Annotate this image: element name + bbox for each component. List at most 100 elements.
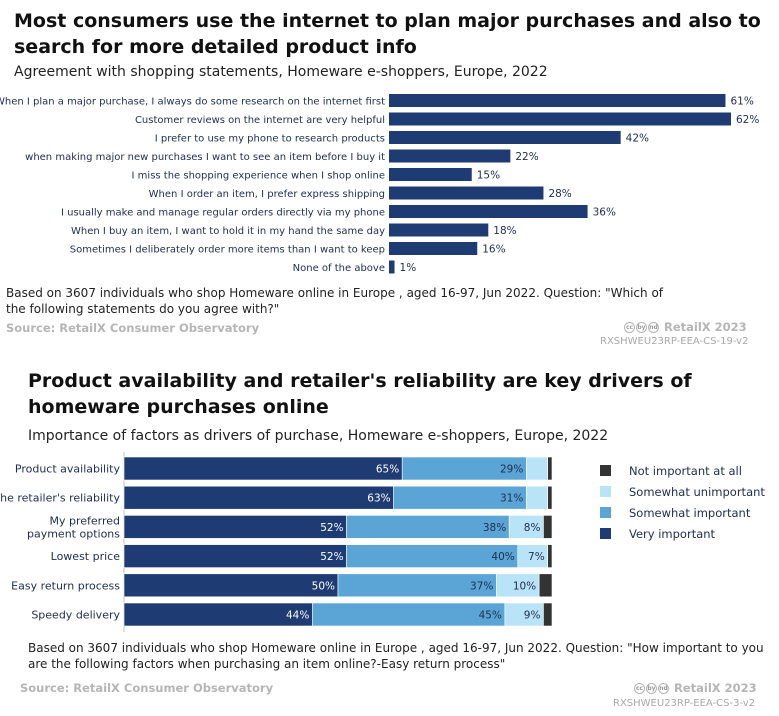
category-label: I prefer to use my phone to research pro… xyxy=(155,134,385,145)
bar-segment xyxy=(526,456,549,481)
legend-swatch xyxy=(600,507,611,518)
bar-segment xyxy=(123,602,313,627)
chart2-plot: Product availability 65% 29% The retailer's… xyxy=(0,452,553,632)
legend-label: Somewhat important xyxy=(629,505,751,520)
category-label: I miss the shopping experience when I sh… xyxy=(132,171,385,182)
category-label: My preferred payment options xyxy=(27,514,120,540)
bar-segment xyxy=(547,456,553,481)
category-label: When I order an item, I prefer express s… xyxy=(149,189,385,200)
bar xyxy=(389,131,621,144)
chart1-plot: When I plan a major purchase, I always d… xyxy=(0,94,759,274)
category-label: Product availability xyxy=(15,463,121,476)
segment-label: 52% xyxy=(320,551,343,563)
bar xyxy=(389,149,511,163)
segment-label: 50% xyxy=(312,580,335,592)
category-label: I usually make and manage regular orders… xyxy=(61,208,385,219)
bar-segment xyxy=(547,485,553,510)
bar xyxy=(389,223,489,237)
category-label: When I buy an item, I want to hold it in… xyxy=(71,226,385,237)
bar xyxy=(389,205,588,218)
segment-label: 8% xyxy=(524,522,541,534)
chart2-brand: cc by nd RetailX 2023 xyxy=(634,681,757,695)
chart2-legend: Not important at all Somewhat unimportant… xyxy=(600,460,775,544)
bar xyxy=(389,168,472,181)
segment-label: 29% xyxy=(500,464,523,476)
cc-icon: cc xyxy=(624,321,635,333)
value-label: 42% xyxy=(626,133,649,145)
category-label: Lowest price xyxy=(51,550,121,563)
chart1-note: Based on 3607 individuals who shop Homew… xyxy=(6,286,664,316)
chart2-title: Product availability and retailer's reli… xyxy=(28,370,692,418)
nd-icon: nd xyxy=(648,321,659,333)
brand-label: RetailX 2023 xyxy=(664,320,747,334)
segment-label: 10% xyxy=(513,580,536,592)
bar-segment xyxy=(526,485,549,510)
legend-swatch xyxy=(600,486,611,497)
segment-label: 52% xyxy=(320,522,343,534)
category-label: The retailer's reliability xyxy=(0,492,120,505)
chart2-source: Source: RetailX Consumer Observatory xyxy=(20,681,274,695)
value-label: 36% xyxy=(593,207,616,219)
chart1-subtitle: Agreement with shopping statements, Home… xyxy=(14,64,548,80)
category-label: None of the above xyxy=(293,263,385,274)
creative-commons-icon: cc by nd xyxy=(634,682,669,694)
value-label: 1% xyxy=(400,262,417,274)
bar-segment xyxy=(123,485,394,510)
segment-label: 65% xyxy=(376,464,399,476)
brand-label: RetailX 2023 xyxy=(674,681,757,695)
value-label: 18% xyxy=(493,225,516,237)
segment-label: 63% xyxy=(367,493,390,505)
chart2-code: RXSHWEU23RP-EEA-CS-3-v2 xyxy=(613,698,756,709)
category-label: When I plan a major purchase, I always d… xyxy=(0,97,385,108)
segment-label: 40% xyxy=(491,551,514,563)
legend-item: Somewhat unimportant xyxy=(600,481,775,502)
cc-icon: cc xyxy=(634,682,645,694)
bar-segment xyxy=(123,515,347,539)
by-icon: by xyxy=(636,321,647,333)
category-label: Customer reviews on the internet are ver… xyxy=(135,115,385,126)
bar-segment xyxy=(543,602,553,627)
bar xyxy=(389,260,395,274)
bar xyxy=(389,112,731,126)
value-label: 16% xyxy=(482,244,505,256)
bar xyxy=(389,94,726,107)
nd-icon: nd xyxy=(658,682,669,694)
bar-segment xyxy=(123,544,347,568)
chart2-subtitle: Importance of factors as drivers of purc… xyxy=(28,428,609,444)
value-label: 15% xyxy=(477,170,500,182)
chart2-note: Based on 3607 individuals who shop Homew… xyxy=(28,641,764,671)
bar-segment xyxy=(123,456,403,481)
legend-swatch xyxy=(600,528,611,539)
value-label: 22% xyxy=(515,151,538,163)
bar-segment xyxy=(123,573,339,598)
segment-label: 7% xyxy=(528,551,545,563)
legend-item: Not important at all xyxy=(600,460,775,481)
value-label: 28% xyxy=(548,188,571,200)
creative-commons-icon: cc by nd xyxy=(624,321,659,333)
category-label: Speedy delivery xyxy=(31,609,120,622)
bar-segment xyxy=(547,544,553,568)
segment-label: 37% xyxy=(470,580,493,592)
bar-segment xyxy=(312,602,506,627)
category-label: Easy return process xyxy=(11,579,120,592)
category-label: Sometimes I deliberately order more item… xyxy=(70,245,385,256)
segment-label: 31% xyxy=(500,493,523,505)
segment-label: 9% xyxy=(524,610,541,622)
legend-item: Very important xyxy=(600,523,775,544)
segment-label: 45% xyxy=(479,610,502,622)
bar xyxy=(389,186,544,200)
value-label: 62% xyxy=(736,114,759,126)
chart1-code: RXSHWEU23RP-EEA-CS-19-v2 xyxy=(600,336,749,347)
chart1-title: Most consumers use the internet to plan … xyxy=(14,10,761,58)
chart1-source: Source: RetailX Consumer Observatory xyxy=(6,321,260,335)
by-icon: by xyxy=(646,682,657,694)
bar-segment xyxy=(543,515,553,539)
category-label: when making major new purchases I want t… xyxy=(25,152,385,163)
bar-segment xyxy=(538,573,553,598)
bar xyxy=(389,242,478,255)
legend-label: Somewhat unimportant xyxy=(629,484,765,499)
legend-swatch xyxy=(600,465,611,476)
segment-label: 44% xyxy=(286,610,309,622)
segment-label: 38% xyxy=(483,522,506,534)
legend-item: Somewhat important xyxy=(600,502,775,523)
